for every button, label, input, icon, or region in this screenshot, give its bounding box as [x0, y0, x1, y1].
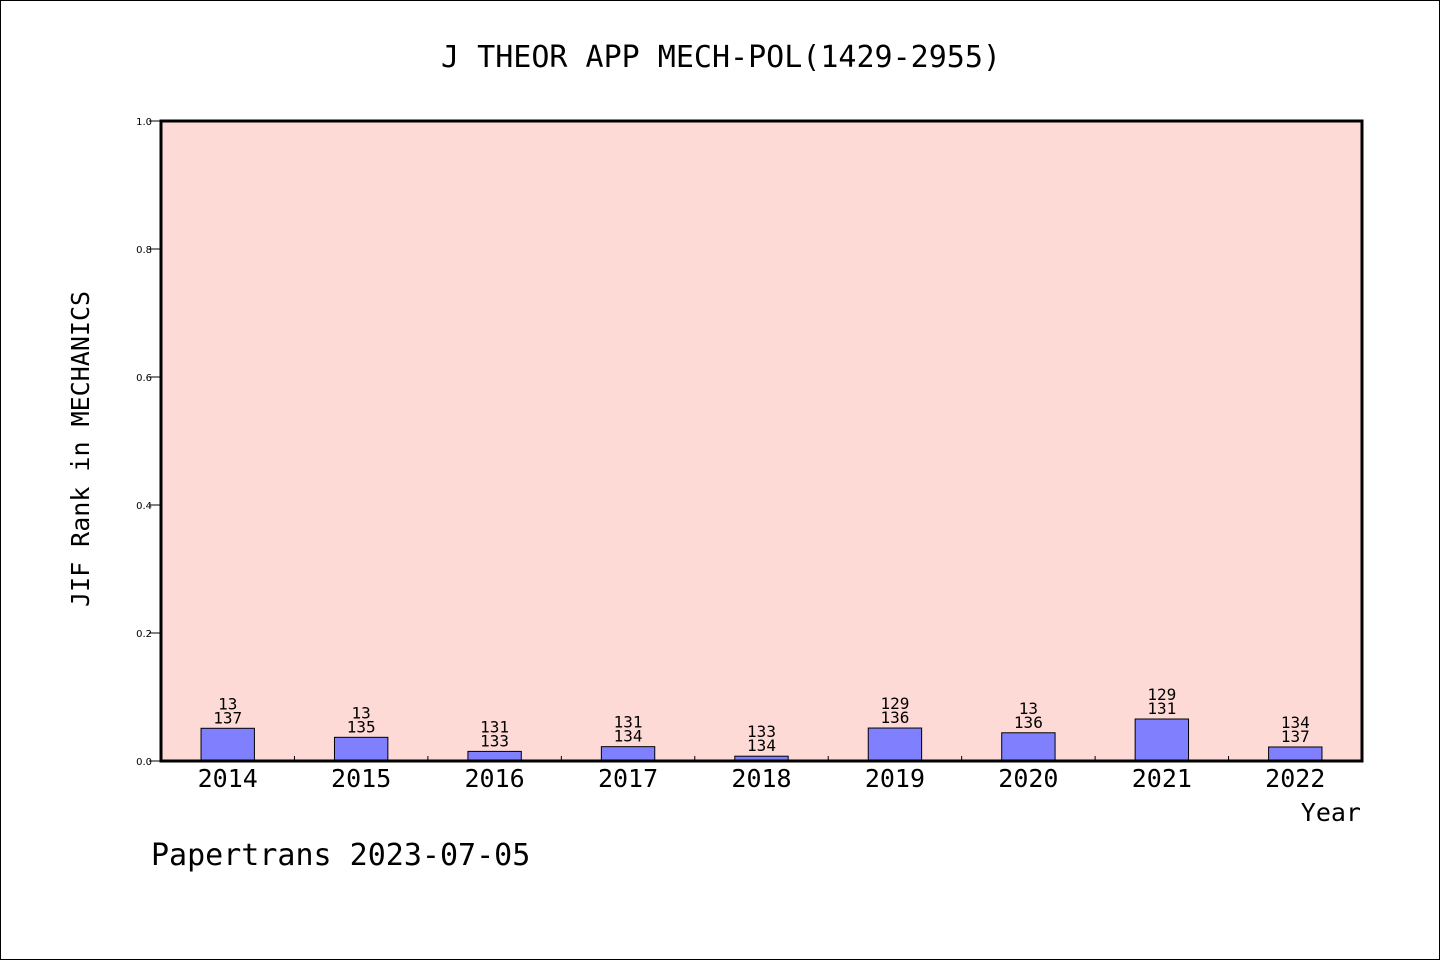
bar-2014: [200, 727, 255, 762]
bar-rank-label-2020: 13: [1019, 699, 1038, 718]
y-tick-label-4: 0.8: [136, 245, 152, 256]
x-axis-label: Year: [1301, 798, 1361, 827]
bar-2017: [600, 746, 656, 762]
y-axis-label: JIF Rank in MECHANICS: [66, 291, 95, 607]
bar-total-label-2019: 136: [880, 708, 909, 727]
bar-rank-label-2022: 134: [1281, 713, 1310, 732]
bar-rank-label-2015: 13: [352, 703, 371, 722]
x-tick-label-2020: 2020: [998, 764, 1058, 793]
bar-rank-label-2017: 131: [614, 713, 643, 732]
x-tick-label-2019: 2019: [865, 764, 925, 793]
bar-2019: [867, 727, 923, 762]
bar-2020: [1001, 732, 1056, 762]
bar-total-label-2014: 137: [213, 708, 242, 727]
x-tick-label-2022: 2022: [1265, 764, 1325, 793]
bar-total-label-2017: 134: [614, 727, 643, 746]
bar-total-label-2016: 133: [480, 731, 509, 750]
x-tick-label-2016: 2016: [465, 764, 525, 793]
bar-rank-label-2018: 133: [747, 722, 776, 741]
bar-total-label-2015: 135: [347, 717, 376, 736]
bar-total-label-2021: 131: [1147, 699, 1176, 718]
bar-2022: [1268, 746, 1323, 762]
plot-area: [161, 121, 1362, 761]
bar-rank-label-2019: 129: [880, 694, 909, 713]
bar-total-label-2018: 134: [747, 736, 776, 755]
chart-title: J THEOR APP MECH-POL(1429-2955): [441, 40, 1001, 75]
y-tick-label-5: 1.0: [136, 117, 152, 128]
y-axis: 0.0 0.2 0.4 0.6 0.8 1.0: [136, 117, 161, 768]
y-tick-label-3: 0.6: [136, 373, 152, 384]
bar-total-label-2022: 137: [1281, 727, 1310, 746]
y-tick-label-0: 0.0: [136, 757, 152, 768]
bar-rank-label-2014: 13: [218, 694, 237, 713]
x-tick-label-2018: 2018: [731, 764, 791, 793]
y-tick-label-2: 0.4: [136, 501, 152, 512]
x-axis: 2014 2015 2016 2017 2018 2019 2020 2021 2022: [198, 756, 1325, 793]
bar-rank-label-2021: 129: [1147, 685, 1176, 704]
x-tick-label-2021: 2021: [1132, 764, 1192, 793]
y-tick-label-1: 0.2: [136, 629, 152, 640]
footer-credit: Papertrans 2023-07-05: [151, 838, 530, 873]
x-tick-label-2014: 2014: [198, 764, 258, 793]
x-tick-label-2017: 2017: [598, 764, 658, 793]
bar-total-label-2020: 136: [1014, 713, 1043, 732]
x-tick-label-2015: 2015: [331, 764, 391, 793]
bar-2021: [1134, 718, 1190, 762]
bar-rank-label-2016: 131: [480, 717, 509, 736]
bar-2015: [333, 736, 389, 762]
plot-border: [159, 119, 1364, 763]
